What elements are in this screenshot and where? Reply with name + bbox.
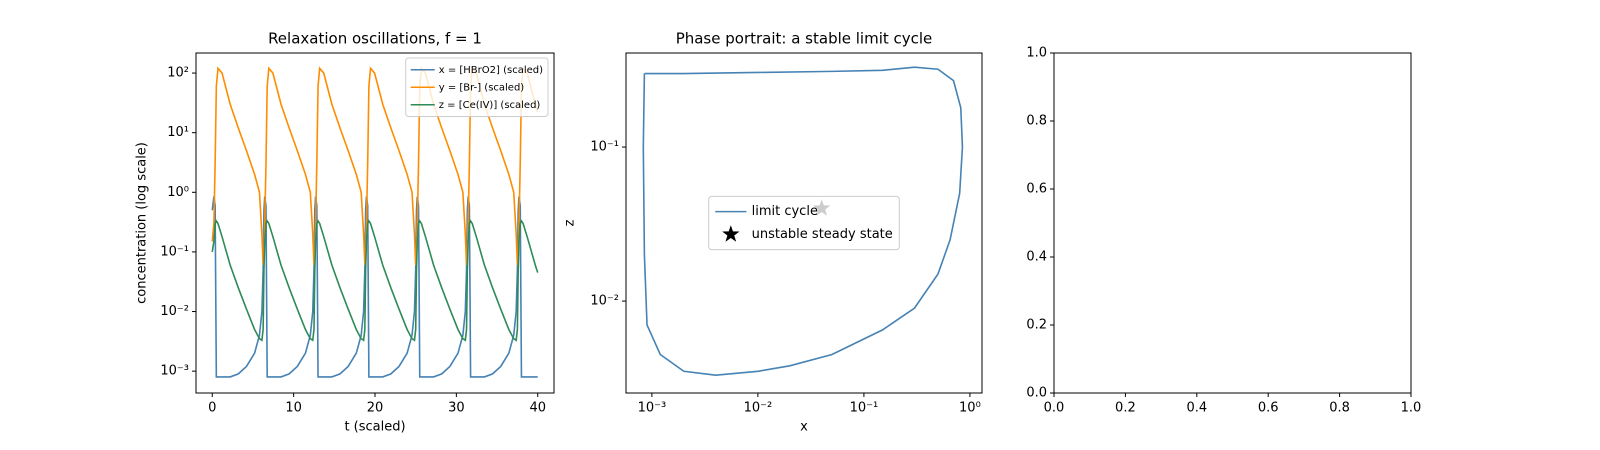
legend-box bbox=[708, 195, 900, 251]
x-tick-label: 0.6 bbox=[1258, 401, 1279, 416]
legend-label: z = [Ce(IV)] (scaled) bbox=[439, 100, 541, 111]
y-tick-label: 10² bbox=[167, 66, 189, 81]
x-axis-label: t (scaled) bbox=[344, 420, 405, 435]
y-tick-label: 10⁻¹ bbox=[590, 140, 619, 155]
legend-label: x = [HBrO2] (scaled) bbox=[439, 65, 543, 76]
axes-frame bbox=[625, 52, 983, 394]
x-tick-label: 1.0 bbox=[1401, 401, 1422, 416]
chart-title: Phase portrait: a stable limit cycle bbox=[676, 30, 933, 48]
y-axis-label: z bbox=[563, 219, 578, 226]
x-tick-label: 10⁰ bbox=[959, 401, 981, 416]
legend-marker bbox=[722, 225, 740, 242]
y-tick-label: 0.6 bbox=[1026, 182, 1047, 197]
y-tick-label: 10⁻¹ bbox=[160, 244, 189, 259]
y-tick-label: 10¹ bbox=[167, 125, 189, 140]
chart-title: Relaxation oscillations, f = 1 bbox=[268, 30, 482, 48]
legend: x = [HBrO2] (scaled) y = [Br-] (scaled) z … bbox=[405, 57, 549, 117]
x-tick-label: 0.8 bbox=[1329, 401, 1350, 416]
series-line bbox=[642, 66, 964, 377]
legend-label: unstable steady state bbox=[752, 227, 893, 242]
y-tick-label: 0.0 bbox=[1026, 386, 1047, 401]
y-axis-label: concentration (log scale) bbox=[135, 142, 150, 304]
y-tick-label: 10⁰ bbox=[167, 185, 189, 200]
x-tick-label: 40 bbox=[529, 401, 546, 416]
y-tick-label: 0.2 bbox=[1026, 318, 1047, 333]
legend-label: y = [Br-] (scaled) bbox=[439, 82, 525, 93]
x-tick-label: 20 bbox=[367, 401, 384, 416]
x-tick-label: 0.4 bbox=[1186, 401, 1207, 416]
y-tick-label: 0.8 bbox=[1026, 114, 1047, 129]
y-tick-label: 0.4 bbox=[1026, 250, 1047, 265]
y-tick-label: 10⁻³ bbox=[160, 364, 189, 379]
x-tick-label: 10⁻¹ bbox=[850, 401, 879, 416]
x-tick-label: 0.0 bbox=[1044, 401, 1065, 416]
y-tick-label: 10⁻² bbox=[590, 294, 619, 309]
x-tick-label: 30 bbox=[448, 401, 465, 416]
x-tick-label: 10⁻³ bbox=[638, 401, 667, 416]
x-tick-label: 0 bbox=[208, 401, 216, 416]
y-tick-label: 1.0 bbox=[1026, 46, 1047, 61]
legend-label: limit cycle bbox=[752, 204, 818, 219]
x-tick-label: 10 bbox=[285, 401, 302, 416]
x-axis-label: x bbox=[800, 420, 808, 435]
y-tick-label: 10⁻² bbox=[160, 304, 189, 319]
x-tick-label: 0.2 bbox=[1115, 401, 1136, 416]
x-tick-label: 10⁻² bbox=[744, 401, 773, 416]
axes-frame bbox=[1053, 52, 1412, 394]
legend-box bbox=[405, 57, 549, 117]
legend: limit cycle unstable steady state bbox=[708, 195, 900, 251]
series-line bbox=[211, 219, 539, 342]
